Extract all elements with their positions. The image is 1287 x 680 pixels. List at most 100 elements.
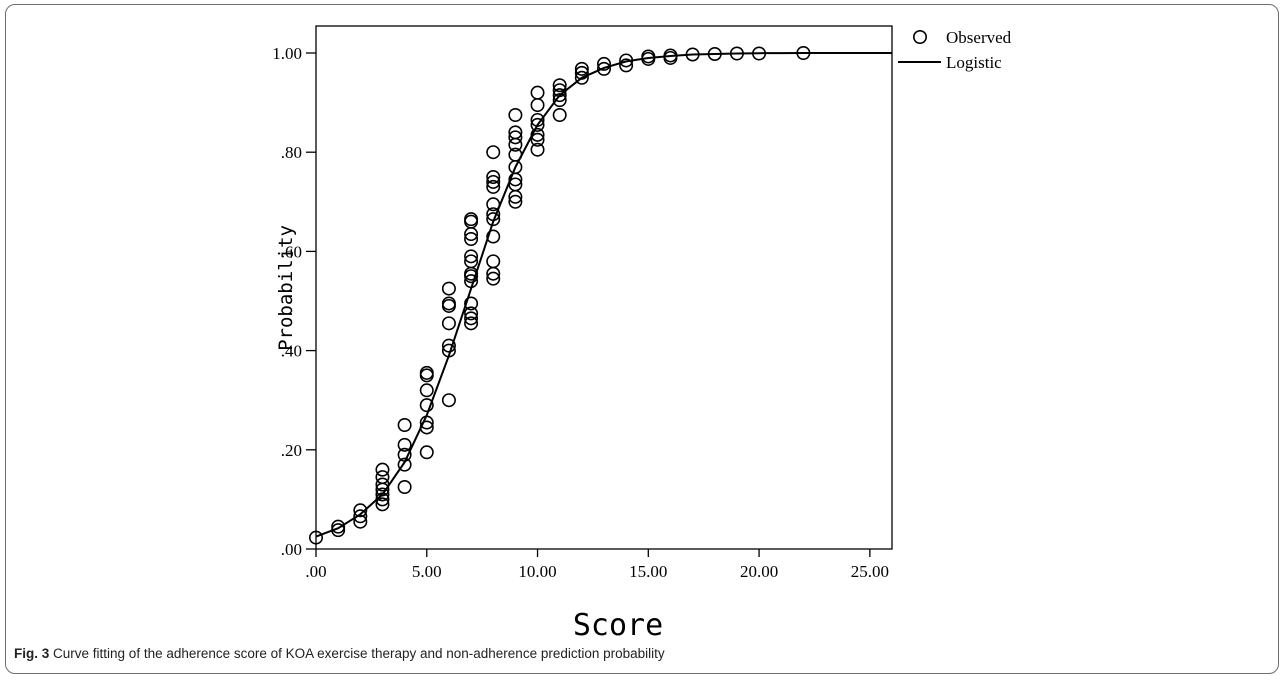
- observed-point: [331, 519, 346, 534]
- observed-point: [308, 530, 323, 545]
- observed-point: [508, 194, 523, 209]
- observed-point: [464, 212, 479, 227]
- observed-point: [375, 492, 390, 507]
- y-tick-label: .60: [281, 242, 302, 261]
- observed-point: [685, 47, 700, 62]
- observed-point: [419, 398, 434, 413]
- observed-point: [441, 393, 456, 408]
- observed-point: [419, 445, 434, 460]
- observed-point: [419, 383, 434, 398]
- legend-label-logistic: Logistic: [946, 53, 1002, 72]
- observed-point: [441, 281, 456, 296]
- observed-point: [596, 61, 611, 76]
- observed-point: [441, 338, 456, 353]
- x-tick-label: 25.00: [851, 562, 889, 581]
- observed-point: [464, 306, 479, 321]
- observed-point: [574, 61, 589, 76]
- x-tick-label: 15.00: [629, 562, 667, 581]
- observed-point: [486, 145, 501, 160]
- observed-point: [619, 53, 634, 68]
- observed-point: [331, 523, 346, 538]
- caption-text: Curve fitting of the adherence score of …: [53, 646, 665, 661]
- observed-point: [486, 197, 501, 212]
- observed-point: [552, 88, 567, 103]
- y-tick-label: .20: [281, 441, 302, 460]
- logistic-curve: [315, 52, 892, 538]
- observed-point: [486, 170, 501, 185]
- observed-point: [375, 462, 390, 477]
- observed-point: [397, 447, 412, 462]
- observed-point: [486, 212, 501, 227]
- observed-point: [486, 207, 501, 222]
- observed-point: [464, 296, 479, 311]
- y-axis-label: Probability: [275, 225, 297, 351]
- observed-point: [353, 509, 368, 524]
- y-tick-label: .40: [281, 342, 302, 361]
- observed-point: [641, 49, 656, 64]
- observed-point: [397, 479, 412, 494]
- observed-point: [619, 58, 634, 73]
- observed-point: [596, 56, 611, 71]
- observed-point: [552, 93, 567, 108]
- figure-frame: [5, 4, 1279, 674]
- y-tick-label: .80: [281, 143, 302, 162]
- x-axis-label: Score: [573, 608, 663, 643]
- plot-area: [315, 25, 893, 550]
- observed-point: [530, 85, 545, 100]
- figure-caption: Fig. 3 Curve fitting of the adherence sc…: [14, 646, 665, 661]
- legend-label-observed: Observed: [946, 28, 1012, 47]
- observed-point: [464, 232, 479, 247]
- x-tick-label: .00: [305, 562, 326, 581]
- observed-point: [375, 470, 390, 485]
- observed-point: [464, 249, 479, 264]
- observed-point: [441, 343, 456, 358]
- observed-point: [464, 311, 479, 326]
- observed-point: [663, 48, 678, 63]
- observed-point: [530, 132, 545, 147]
- axes: [306, 52, 871, 557]
- observed-point: [530, 117, 545, 132]
- observed-point: [486, 271, 501, 286]
- observed-point: [397, 417, 412, 432]
- data-layer: [308, 45, 892, 545]
- x-tick-label: 5.00: [412, 562, 442, 581]
- observed-point: [752, 46, 767, 61]
- observed-point: [375, 477, 390, 492]
- observed-point: [353, 514, 368, 529]
- observed-point: [486, 174, 501, 189]
- observed-point: [375, 487, 390, 502]
- observed-point: [530, 112, 545, 127]
- observed-point: [530, 98, 545, 113]
- observed-point: [508, 147, 523, 162]
- observed-point: [397, 457, 412, 472]
- observed-point: [508, 130, 523, 145]
- caption-label: Fig. 3: [14, 646, 50, 661]
- tick-labels: .00 .20 .40 .60 .80 1.00 .00 5.00 10.00 15.00 20.0…: [272, 44, 889, 581]
- observed-point: [508, 177, 523, 192]
- observed-point: [486, 254, 501, 269]
- observed-point: [353, 503, 368, 518]
- observed-point: [419, 420, 434, 435]
- y-tick-label: .00: [281, 540, 302, 559]
- observed-point: [486, 229, 501, 244]
- observed-point: [441, 296, 456, 311]
- observed-point: [419, 365, 434, 380]
- observed-point: [552, 83, 567, 98]
- observed-point: [574, 70, 589, 85]
- observed-point: [508, 125, 523, 140]
- legend: Observed Logistic: [898, 28, 1012, 72]
- observed-point: [397, 437, 412, 452]
- y-tick-label: 1.00: [272, 44, 302, 63]
- x-tick-label: 20.00: [740, 562, 778, 581]
- x-tick-label: 10.00: [518, 562, 556, 581]
- plot-border: [315, 25, 893, 550]
- observed-point: [419, 415, 434, 430]
- observed-point: [729, 46, 744, 61]
- observed-point: [530, 127, 545, 142]
- observed-point: [464, 274, 479, 289]
- legend-marker-observed: [912, 29, 927, 44]
- observed-point: [464, 254, 479, 269]
- observed-point: [375, 497, 390, 512]
- observed-point: [552, 78, 567, 93]
